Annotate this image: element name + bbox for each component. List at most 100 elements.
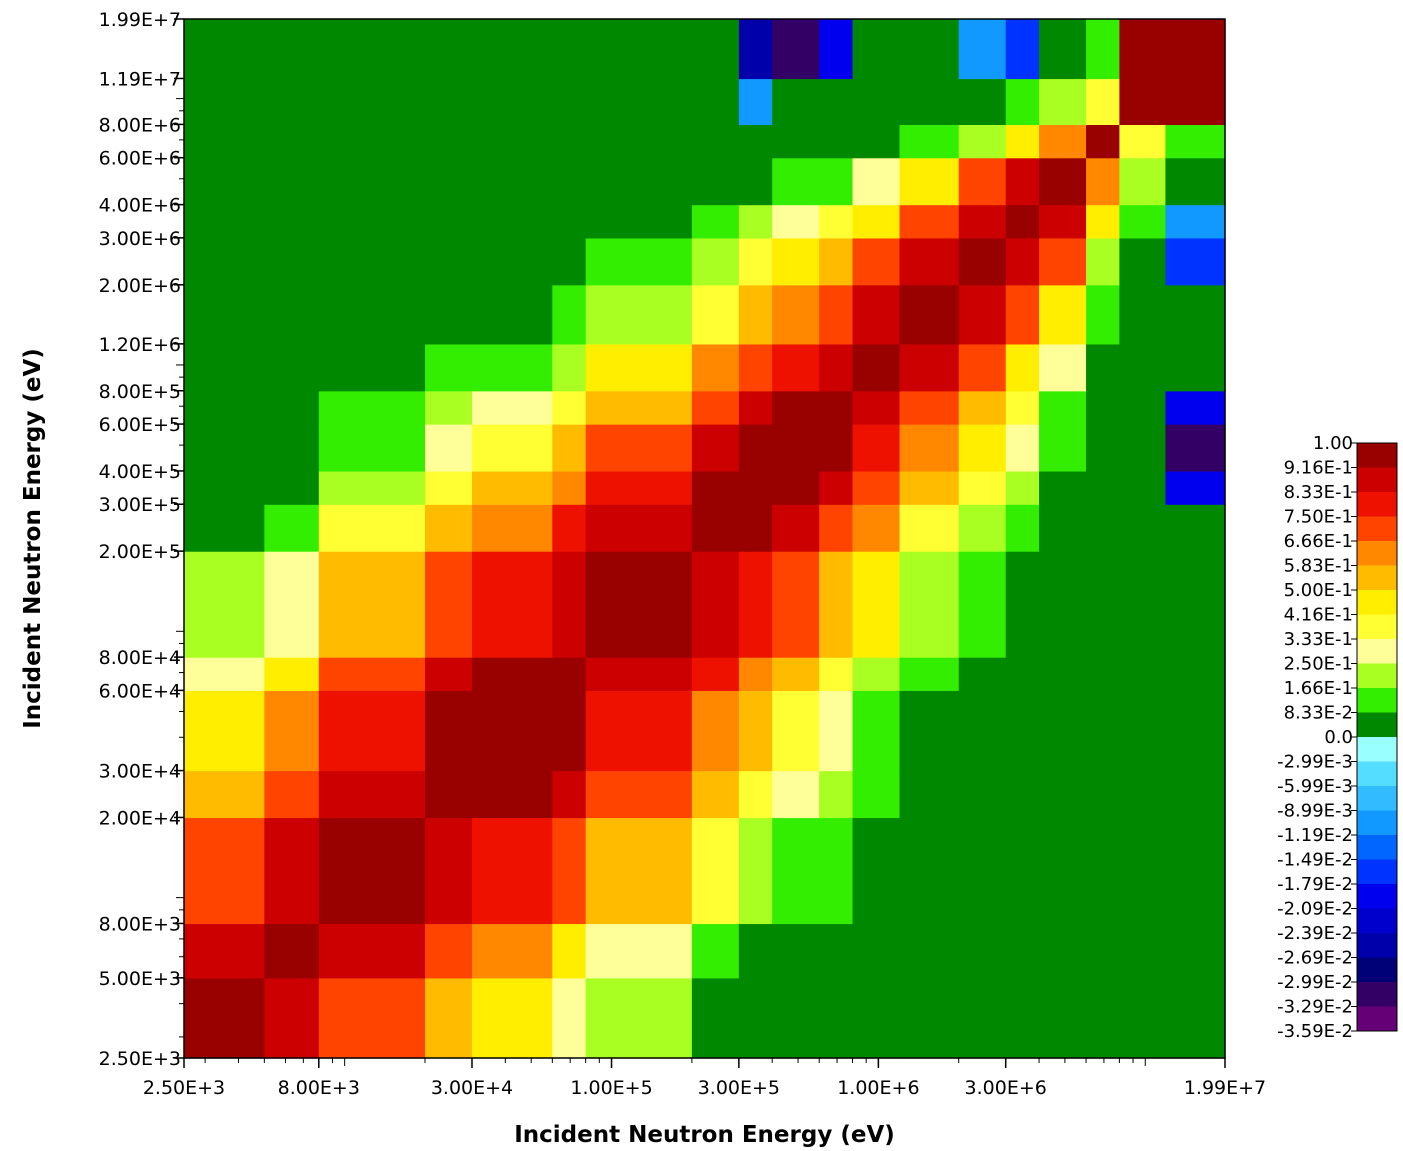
heatmap-cell [1086, 19, 1120, 79]
heatmap-cell [959, 504, 1007, 551]
colorbar-swatch [1357, 664, 1397, 689]
colorbar: 1.009.16E-18.33E-17.50E-16.66E-15.83E-15… [1277, 433, 1397, 1042]
colorbar-label: 8.33E-1 [1284, 482, 1353, 503]
heatmap-cell [1119, 551, 1166, 658]
heatmap-cell [692, 424, 740, 472]
heatmap-cell [853, 344, 901, 392]
heatmap-cell [319, 391, 426, 425]
heatmap-cell [552, 285, 586, 345]
y-tick-label: 4.00E+6 [99, 195, 181, 217]
heatmap-cell [959, 285, 1007, 345]
heatmap-cell [425, 78, 473, 125]
heatmap-cell [900, 238, 960, 286]
heatmap-cell [853, 391, 901, 425]
heatmap-cell [819, 78, 853, 125]
heatmap-cell [264, 504, 319, 551]
heatmap-cell [425, 817, 473, 924]
heatmap-cell [819, 19, 853, 79]
heatmap-cell [472, 124, 553, 158]
heatmap-cell [264, 923, 319, 978]
heatmap-cell [959, 551, 1007, 658]
heatmap-cell [1039, 551, 1087, 658]
heatmap-cell [1165, 690, 1225, 771]
colorbar-swatch [1357, 492, 1397, 517]
heatmap-cell [1086, 285, 1120, 345]
heatmap-cell [959, 923, 1007, 978]
heatmap-cell [1039, 978, 1087, 1059]
heatmap-cell [900, 285, 960, 345]
heatmap-cell [184, 205, 265, 239]
heatmap-cell [819, 657, 853, 691]
heatmap-cell [692, 471, 740, 505]
heatmap-cell [184, 923, 265, 978]
heatmap-cell [1086, 124, 1120, 158]
heatmap-cell [853, 504, 901, 551]
x-tick-label: 3.00E+6 [965, 1077, 1047, 1099]
heatmap-cell [739, 344, 773, 392]
heatmap-cell [425, 344, 473, 392]
y-axis-title: Incident Neutron Energy (eV) [20, 348, 46, 729]
heatmap-cell [692, 657, 740, 691]
heatmap-cell [1006, 344, 1040, 392]
x-tick-label: 3.00E+4 [431, 1077, 513, 1099]
heatmap-cell [184, 344, 265, 392]
heatmap-cell [552, 205, 586, 239]
heatmap-cell [184, 424, 265, 472]
heatmap-cell [472, 205, 553, 239]
heatmap-cell [1086, 344, 1120, 392]
heatmap-cell [900, 690, 960, 771]
heatmap-cell [1165, 551, 1225, 658]
heatmap-cell [819, 690, 853, 771]
colorbar-swatch [1357, 443, 1397, 468]
heatmap-cell [900, 158, 960, 206]
heatmap-cell [319, 158, 426, 206]
heatmap-cell [184, 657, 265, 691]
heatmap-cell [1086, 657, 1120, 691]
heatmap-cell [739, 78, 773, 125]
y-tick-label: 2.00E+4 [99, 807, 181, 829]
heatmap-cell [900, 205, 960, 239]
heatmap-cell [959, 124, 1007, 158]
heatmap-cell [739, 391, 773, 425]
heatmap-cell [1086, 78, 1120, 125]
heatmap-cell [1039, 690, 1087, 771]
colorbar-swatch [1357, 909, 1397, 934]
heatmap-cell [1086, 923, 1120, 978]
heatmap-cell [1039, 391, 1087, 425]
heatmap-cell [264, 124, 319, 158]
heatmap-cell [692, 504, 740, 551]
heatmap-cell [425, 978, 473, 1059]
y-axis: 1.99E+71.19E+78.00E+66.00E+64.00E+63.00E… [99, 9, 184, 1070]
heatmap-cell [1086, 391, 1120, 425]
heatmap-cell [819, 391, 853, 425]
heatmap-cell [425, 471, 473, 505]
heatmap-cell [552, 424, 586, 472]
colorbar-label: 7.50E-1 [1284, 507, 1353, 528]
heatmap-cell [552, 19, 586, 79]
heatmap-cell [319, 78, 426, 125]
colorbar-label: 9.16E-1 [1284, 458, 1353, 479]
heatmap-cell [1119, 158, 1166, 206]
heatmap-cell [319, 424, 426, 472]
heatmap-cell [472, 471, 553, 505]
heatmap-cell [772, 690, 820, 771]
heatmap-cell [1086, 424, 1120, 472]
colorbar-label: -2.99E-3 [1277, 752, 1353, 773]
heatmap-cell [586, 504, 693, 551]
heatmap-cell [472, 551, 553, 658]
heatmap-cell [1119, 78, 1166, 125]
heatmap-cell [1119, 238, 1166, 286]
heatmap-cell [184, 817, 265, 924]
heatmap-cell [552, 238, 586, 286]
y-tick-label: 2.00E+6 [99, 275, 181, 297]
heatmap-cell [692, 771, 740, 819]
heatmap-cell [472, 78, 553, 125]
heatmap-cell [900, 344, 960, 392]
heatmap-cell [739, 19, 773, 79]
heatmap-cell [1165, 344, 1225, 392]
heatmap-cell [319, 504, 426, 551]
heatmap-cell [900, 657, 960, 691]
heatmap-cell [959, 205, 1007, 239]
heatmap-cell [819, 551, 853, 658]
heatmap-cell [184, 124, 265, 158]
